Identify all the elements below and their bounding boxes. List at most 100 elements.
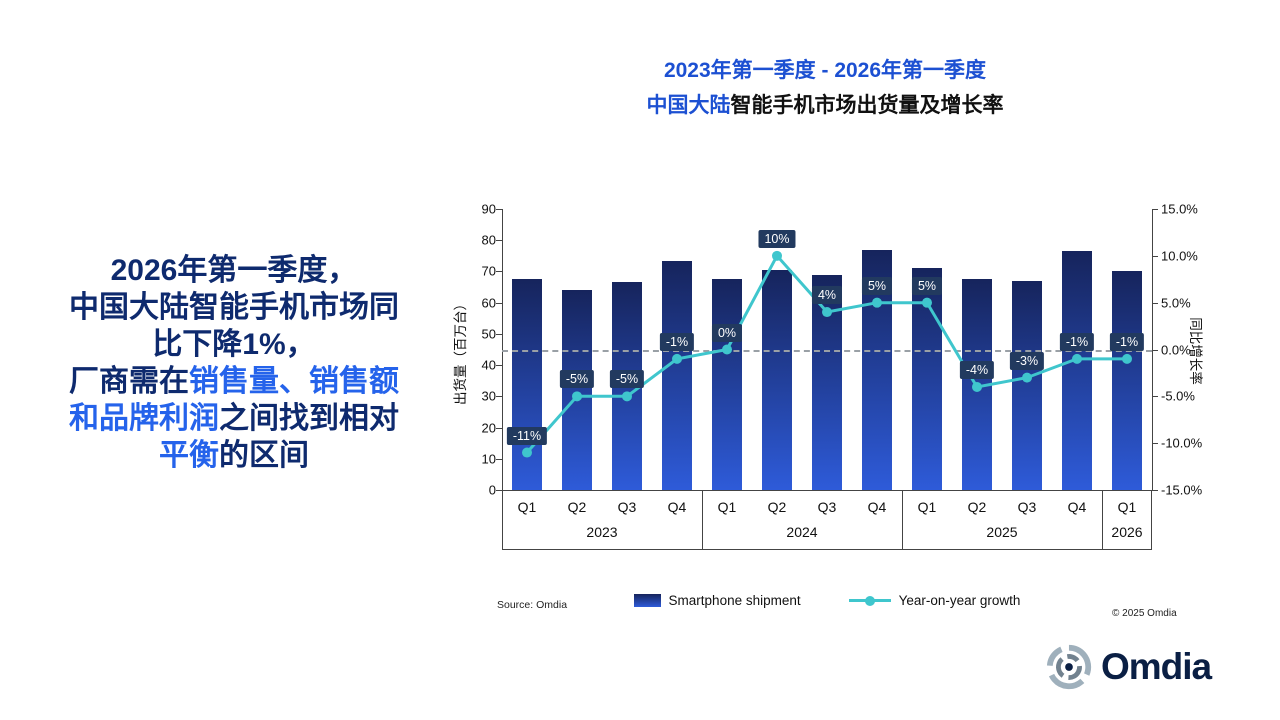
growth-value-label: 5% [911,276,943,295]
y-axis-tick-label: 15.0% [1161,201,1198,217]
text-segment: 中国大陆 [646,94,731,117]
growth-point [972,381,982,392]
growth-value-label: 10% [758,229,796,248]
omdia-logo: Omdia [1044,642,1212,692]
x-axis-year-label: 2026 [1111,524,1143,540]
text-segment: 比下降1%， [152,328,316,361]
x-axis-year-label: 2025 [986,524,1018,540]
growth-value-label: -5% [559,370,595,389]
y-axis-tick-label: 40 [481,357,496,373]
x-axis: Q1 Q2 Q3 Q4 Q1 Q2 Q3 Q4 Q1 Q2 Q3 Q4 Q1 2023 2024 2025 20… [502,490,1152,550]
y-axis-tick-label: 10.0% [1161,248,1198,264]
insight-line: 平衡的区间 [18,437,450,474]
x-axis-quarter-label: Q2 [767,499,787,515]
growth-value-label: -1% [1059,332,1095,351]
text-segment: 平衡 [159,439,219,472]
growth-point [922,297,932,308]
y-axis-tick-label: -10.0% [1161,435,1203,451]
legend-label-shipment: Smartphone shipment [668,593,801,608]
growth-value-label: 5% [861,276,893,295]
growth-point [822,307,832,318]
x-axis-quarter-label: Q1 [517,499,537,515]
y-axis-tick-label: 50 [481,326,496,342]
growth-point [772,250,782,261]
y-axis-tick-label: 90 [481,201,496,217]
text-segment: 2026年第一季度， [110,254,358,287]
text-segment: 的区间 [219,439,309,472]
axis-separator [502,491,503,549]
shipment-bar [1012,280,1042,490]
growth-value-label: -1% [1109,332,1145,351]
y-axis-tick-label: -5.0% [1161,388,1195,404]
growth-value-label: -11% [506,426,548,445]
insight-text: 2026年第一季度， 中国大陆智能手机市场同 比下降1%， 厂商需在销售量、销售额 和品… [18,252,450,474]
x-axis-quarter-label: Q2 [567,499,587,515]
shipment-bar [1062,251,1092,490]
growth-value-label: -5% [609,370,645,389]
x-axis-quarter-label: Q2 [967,499,987,515]
x-axis-quarter-label: Q3 [817,499,837,515]
y-axis-tick-label: -15.0% [1161,482,1203,498]
axis-separator [702,491,703,549]
omdia-logo-icon [1046,644,1092,690]
insight-line: 和品牌利润之间找到相对 [18,400,450,437]
plot-area: -11% -5% -5% -1% 0% 10% 4% 5% 5% -4% -3% -1% -1% [502,209,1152,490]
y-axis-tick-label: 5.0% [1161,295,1191,311]
growth-line-layer [522,250,1132,458]
text-segment: 中国大陆智能手机市场同 [69,291,399,324]
growth-point [722,344,732,355]
y-axis-tick-label: 10 [481,451,496,467]
text-segment: 厂商需在 [69,365,189,398]
legend-item-shipment: Smartphone shipment [633,593,801,608]
growth-point [1022,372,1032,383]
axis-separator [1151,491,1152,549]
y-axis-tick-label: 30 [481,388,496,404]
shipment-bar [762,269,792,490]
x-axis-year-label: 2023 [586,524,618,540]
y-axis-tick-label: 80 [481,232,496,248]
legend: Smartphone shipment Year-on-year growth [502,593,1152,608]
y-axis-right: 15.0% 10.0% 5.0% 0.0% -5.0% -10.0% -15.0% [1161,202,1217,498]
x-axis-quarter-label: Q4 [1067,499,1087,515]
x-axis-quarter-label: Q3 [617,499,637,515]
zero-gridline [502,349,1152,352]
growth-point [872,297,882,308]
source-note: Source: Omdia [497,599,568,611]
growth-value-label: -4% [959,361,995,379]
legend-bar-swatch [633,594,661,607]
y-axis-left-title: 出货量（百万台） [453,297,468,405]
insight-line: 中国大陆智能手机市场同 [18,289,450,326]
growth-point [1122,353,1132,364]
growth-point [622,391,632,402]
copyright-note: © 2025 Omdia [1112,608,1177,619]
legend-item-growth: Year-on-year growth [848,593,1021,608]
legend-line-swatch [848,595,891,606]
y-axis-tick-label: 60 [481,295,496,311]
y-axis-tick-label: 70 [481,263,496,279]
chart-title-line2: 中国大陆智能手机市场出货量及增长率 [480,95,1170,116]
legend-label-growth: Year-on-year growth [898,593,1021,608]
right-axis-line [1152,209,1153,491]
growth-point [522,447,532,458]
insight-line: 2026年第一季度， [18,252,450,289]
axis-separator [1102,491,1103,549]
growth-point [572,391,582,402]
text-segment: 之间找到相对 [219,402,399,435]
x-axis-quarter-label: Q1 [917,499,937,515]
y-axis-tick-label: 0.0% [1161,342,1191,357]
shipment-bar [1112,271,1142,490]
x-axis-quarter-label: Q4 [667,499,687,515]
text-segment: 销售量、销售额 [189,365,399,398]
growth-point [1072,353,1082,364]
y-axis-right-title: 同比增长率 [1188,317,1203,385]
y-axis-tick-label: 20 [481,420,496,436]
insight-line: 厂商需在销售量、销售额 [18,363,450,400]
insight-line: 比下降1%， [18,326,450,363]
chart-title-line1: 2023年第一季度 - 2026年第一季度 [663,59,987,82]
chart-title: 2023年第一季度 - 2026年第一季度 中国大陆智能手机市场出货量及增长率 [480,60,1170,116]
omdia-logo-text: Omdia [1101,646,1212,687]
growth-value-label: 4% [811,286,843,304]
shipment-bar [712,279,742,490]
x-axis-quarter-label: Q3 [1017,499,1037,515]
